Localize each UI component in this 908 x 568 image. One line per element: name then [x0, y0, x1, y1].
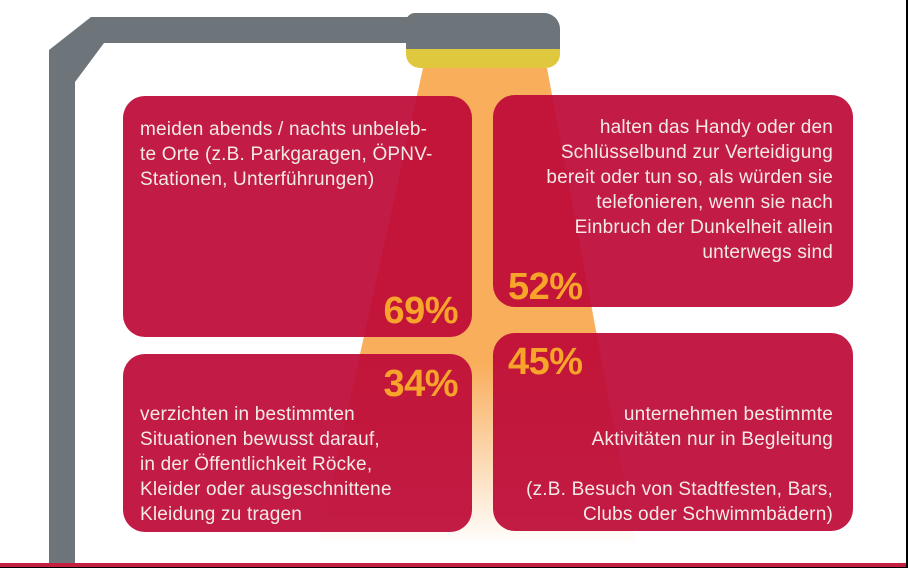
lamp-head-light-band	[406, 49, 560, 68]
stat-box-avoid-skirts-dresses: 34% verzichten in bestimmten Situationen…	[123, 354, 472, 532]
stat-percent: 45%	[508, 341, 583, 383]
right-frame-border	[906, 0, 908, 568]
stat-percent: 52%	[508, 266, 583, 308]
stat-box-avoid-unlit-places: meiden abends / nachts unbeleb- te Orte …	[123, 96, 472, 337]
lamp-head-cap	[406, 13, 560, 50]
stat-percent: 69%	[383, 290, 458, 332]
stat-text: unternehmen bestimmte Aktivitäten nur in…	[526, 404, 833, 525]
stat-text: meiden abends / nachts unbeleb- te Orte …	[140, 119, 433, 190]
stat-box-activities-only-accompanied: 45% unternehmen bestimmte Aktivitäten nu…	[493, 333, 853, 531]
stat-text: halten das Handy oder den Schlüsselbund …	[546, 117, 833, 263]
stat-text: verzichten in bestimmten Situationen bew…	[140, 404, 392, 525]
footer-strip	[0, 563, 908, 567]
stat-box-phone-or-keys-for-defense: halten das Handy oder den Schlüsselbund …	[493, 95, 853, 307]
stat-percent: 34%	[383, 363, 458, 405]
